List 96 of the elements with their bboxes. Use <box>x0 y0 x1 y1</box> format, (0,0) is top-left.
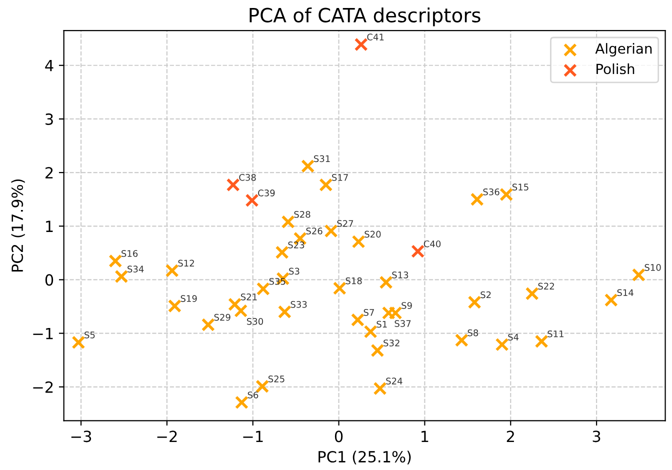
point <box>454 334 468 348</box>
point <box>379 276 393 290</box>
point <box>500 188 514 202</box>
point <box>228 298 242 312</box>
annotation: S23 <box>288 242 304 248</box>
point <box>373 382 387 396</box>
x-tick-label: 1 <box>422 430 428 442</box>
annotation: S31 <box>314 155 330 162</box>
annotation: S8 <box>468 329 478 336</box>
annotation: S1 <box>376 320 387 328</box>
point <box>534 334 548 348</box>
x-tick-label: 3 <box>592 430 600 442</box>
annotation: S17 <box>332 174 348 181</box>
annotation: S34 <box>128 266 144 272</box>
annotation: S2 <box>480 291 491 298</box>
y-tick-label: 2 <box>46 167 53 178</box>
annotation: S24 <box>386 378 402 384</box>
annotation: C40 <box>424 240 441 248</box>
point <box>352 234 366 248</box>
x-tick-label: −3 <box>71 430 92 442</box>
annotation: S5 <box>84 332 95 338</box>
chart-title: PCA of CATA descriptors <box>250 7 480 26</box>
point <box>411 244 425 258</box>
annotation: S6 <box>248 392 258 398</box>
point <box>234 304 248 318</box>
annotation: S22 <box>538 282 554 290</box>
y-axis-title: PC2 (17.9%) <box>11 179 25 272</box>
point <box>332 282 346 296</box>
y-tick-label: −1 <box>33 328 53 340</box>
y-tick-label: 4 <box>45 60 54 72</box>
annotation: S21 <box>240 294 257 300</box>
point <box>468 295 482 309</box>
annotation: S12 <box>178 260 194 267</box>
point <box>354 38 368 52</box>
annotation: S30 <box>246 318 264 325</box>
point <box>319 178 333 192</box>
x-tick-label: −1 <box>243 430 263 442</box>
point <box>632 268 646 282</box>
annotation: S37 <box>394 320 411 327</box>
point <box>168 299 182 313</box>
annotation: S15 <box>512 184 528 190</box>
point <box>226 178 240 192</box>
annotation: S28 <box>294 210 310 218</box>
annotation: S26 <box>306 228 322 234</box>
annotation: S36 <box>483 188 500 196</box>
point <box>364 324 378 338</box>
annotation: S29 <box>214 314 230 321</box>
annotation: S11 <box>548 330 564 338</box>
x-tick-label: 2 <box>506 430 514 442</box>
point <box>278 305 292 319</box>
annotation: S25 <box>268 375 284 382</box>
annotation: S19 <box>180 295 197 302</box>
point <box>72 336 86 350</box>
point <box>604 293 618 307</box>
point <box>370 344 384 358</box>
point <box>234 396 248 410</box>
x-axis-title: PC1 (25.1%) <box>318 450 411 464</box>
point <box>525 286 539 300</box>
annotation: C39 <box>258 190 275 196</box>
legend-label: Algerian <box>595 43 652 56</box>
annotation: S14 <box>617 289 634 296</box>
annotation: S18 <box>346 277 362 284</box>
point <box>245 194 259 208</box>
y-tick-label: 1 <box>46 220 53 232</box>
annotation: C41 <box>367 34 384 40</box>
point <box>165 264 179 278</box>
point <box>256 282 270 296</box>
point <box>350 313 364 327</box>
annotation: S9 <box>402 302 412 309</box>
annotation: S27 <box>337 220 354 227</box>
annotation: C38 <box>239 174 256 181</box>
y-tick-label: 0 <box>45 274 54 286</box>
point <box>470 192 484 206</box>
annotation: S3 <box>289 268 300 275</box>
point <box>275 246 289 260</box>
y-tick-label: −2 <box>33 381 53 393</box>
annotation: S7 <box>364 309 374 316</box>
x-tick-label: −2 <box>157 430 177 442</box>
point <box>281 215 295 229</box>
x-tick-label: 0 <box>334 430 343 442</box>
annotation: S33 <box>290 301 307 308</box>
point <box>108 254 122 268</box>
annotation: S4 <box>508 334 519 341</box>
annotation: S16 <box>122 250 138 257</box>
point <box>495 338 509 352</box>
annotation: S32 <box>384 340 400 346</box>
point <box>256 380 270 394</box>
annotation: S13 <box>392 272 408 278</box>
annotation: S20 <box>364 230 381 238</box>
annotation: S10 <box>644 264 661 271</box>
point <box>201 318 215 332</box>
point <box>114 270 128 284</box>
point <box>301 159 315 173</box>
y-tick-label: 3 <box>46 113 53 125</box>
legend-label: Polish <box>596 63 634 74</box>
point <box>324 224 338 238</box>
